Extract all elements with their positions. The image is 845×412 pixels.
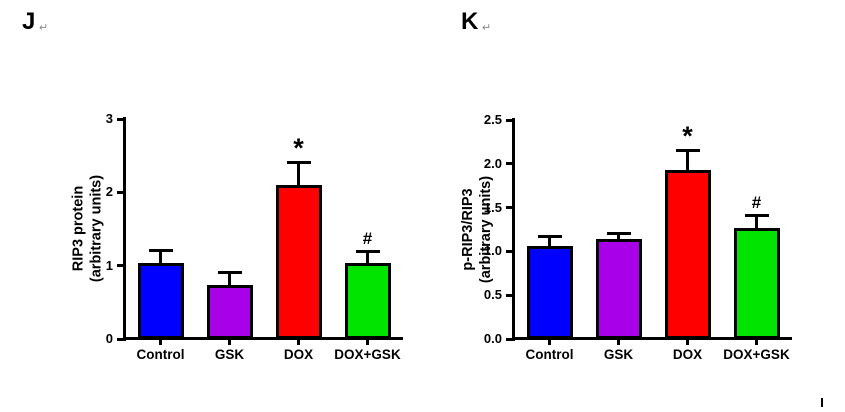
category-label: DOX+GSK bbox=[334, 347, 401, 362]
y-axis-title: p-RIP3/RIP3 (arbitrary units) bbox=[460, 100, 495, 359]
y-tick bbox=[506, 162, 513, 166]
y-tick-label: 2.5 bbox=[483, 112, 502, 127]
error-bar-cap bbox=[606, 232, 631, 235]
error-bar-stem bbox=[686, 149, 689, 176]
x-tick bbox=[686, 340, 689, 345]
y-tick-label: 1.0 bbox=[483, 243, 502, 259]
paragraph-return-icon: ↵ bbox=[38, 21, 49, 34]
bar-dox-gsk bbox=[344, 263, 391, 339]
category-label: Control bbox=[136, 347, 185, 362]
x-tick bbox=[548, 340, 551, 345]
error-bar-stem bbox=[366, 251, 369, 270]
error-bar-stem bbox=[228, 272, 231, 292]
y-tick bbox=[506, 249, 513, 253]
paragraph-return-icon: ↵ bbox=[481, 21, 492, 34]
y-tick-label: 1.5 bbox=[483, 199, 502, 215]
panel-label-j: J ↵ bbox=[22, 8, 49, 36]
panel-label-k: K ↵ bbox=[461, 8, 492, 36]
y-axis-line bbox=[512, 118, 515, 341]
error-bar-stem bbox=[159, 249, 162, 270]
y-tick bbox=[117, 264, 124, 268]
category-label: GSK bbox=[603, 347, 634, 362]
y-tick-label: 0.0 bbox=[483, 331, 502, 346]
error-bar-cap bbox=[355, 250, 380, 253]
y-tick bbox=[506, 337, 513, 341]
bar-dox bbox=[275, 185, 322, 339]
category-label: DOX bbox=[283, 347, 314, 362]
bar-dox-gsk bbox=[733, 227, 780, 339]
bar-control bbox=[526, 246, 573, 339]
y-tick bbox=[506, 293, 513, 297]
x-tick bbox=[617, 340, 620, 345]
error-bar-stem bbox=[755, 214, 758, 234]
y-tick bbox=[117, 337, 124, 341]
y-tick-label: 2 bbox=[105, 184, 113, 200]
significance-star: * bbox=[682, 120, 693, 151]
x-tick bbox=[228, 340, 231, 345]
y-axis-title-line2: (arbitrary units) bbox=[477, 175, 493, 283]
bar-gsk bbox=[595, 239, 642, 339]
error-bar-cap bbox=[148, 248, 173, 252]
significance-star: * bbox=[293, 132, 304, 163]
category-label: Control bbox=[525, 347, 574, 362]
y-tick-label: 2.0 bbox=[483, 155, 502, 171]
error-bar-cap bbox=[537, 234, 562, 238]
category-label: DOX bbox=[672, 347, 703, 362]
error-bar-stem bbox=[548, 235, 551, 253]
error-bar-stem bbox=[617, 233, 620, 246]
cursor-mark bbox=[821, 398, 823, 407]
error-bar-cap bbox=[286, 160, 311, 164]
significance-hash: # bbox=[751, 192, 762, 212]
significance-hash: # bbox=[362, 229, 373, 248]
y-tick bbox=[117, 117, 124, 121]
y-axis-title-line1: p-RIP3/RIP3 bbox=[459, 187, 476, 271]
y-tick-label: 1 bbox=[105, 257, 113, 273]
y-tick bbox=[506, 206, 513, 210]
error-bar-cap bbox=[744, 213, 769, 217]
y-tick bbox=[506, 118, 513, 122]
bar-gsk bbox=[206, 285, 253, 339]
bar-dox bbox=[664, 169, 711, 339]
category-label: GSK bbox=[214, 347, 245, 362]
error-bar-cap bbox=[217, 271, 242, 275]
y-tick bbox=[117, 190, 124, 194]
x-axis-line bbox=[512, 337, 792, 340]
error-bar-stem bbox=[297, 161, 300, 191]
x-tick bbox=[297, 340, 300, 345]
bar-control bbox=[137, 263, 184, 339]
x-tick bbox=[366, 340, 369, 345]
y-tick-label: 0 bbox=[105, 331, 113, 346]
panel-label-j-text: J bbox=[22, 8, 36, 35]
y-axis-line bbox=[123, 117, 126, 341]
x-tick bbox=[159, 340, 162, 345]
category-label: DOX+GSK bbox=[723, 347, 790, 362]
y-tick-label: 3 bbox=[105, 111, 113, 126]
error-bar-cap bbox=[675, 148, 700, 152]
y-tick-label: 0.5 bbox=[483, 287, 502, 303]
panel-label-k-text: K bbox=[461, 8, 479, 35]
x-tick bbox=[755, 340, 758, 345]
x-axis-line bbox=[123, 337, 403, 340]
